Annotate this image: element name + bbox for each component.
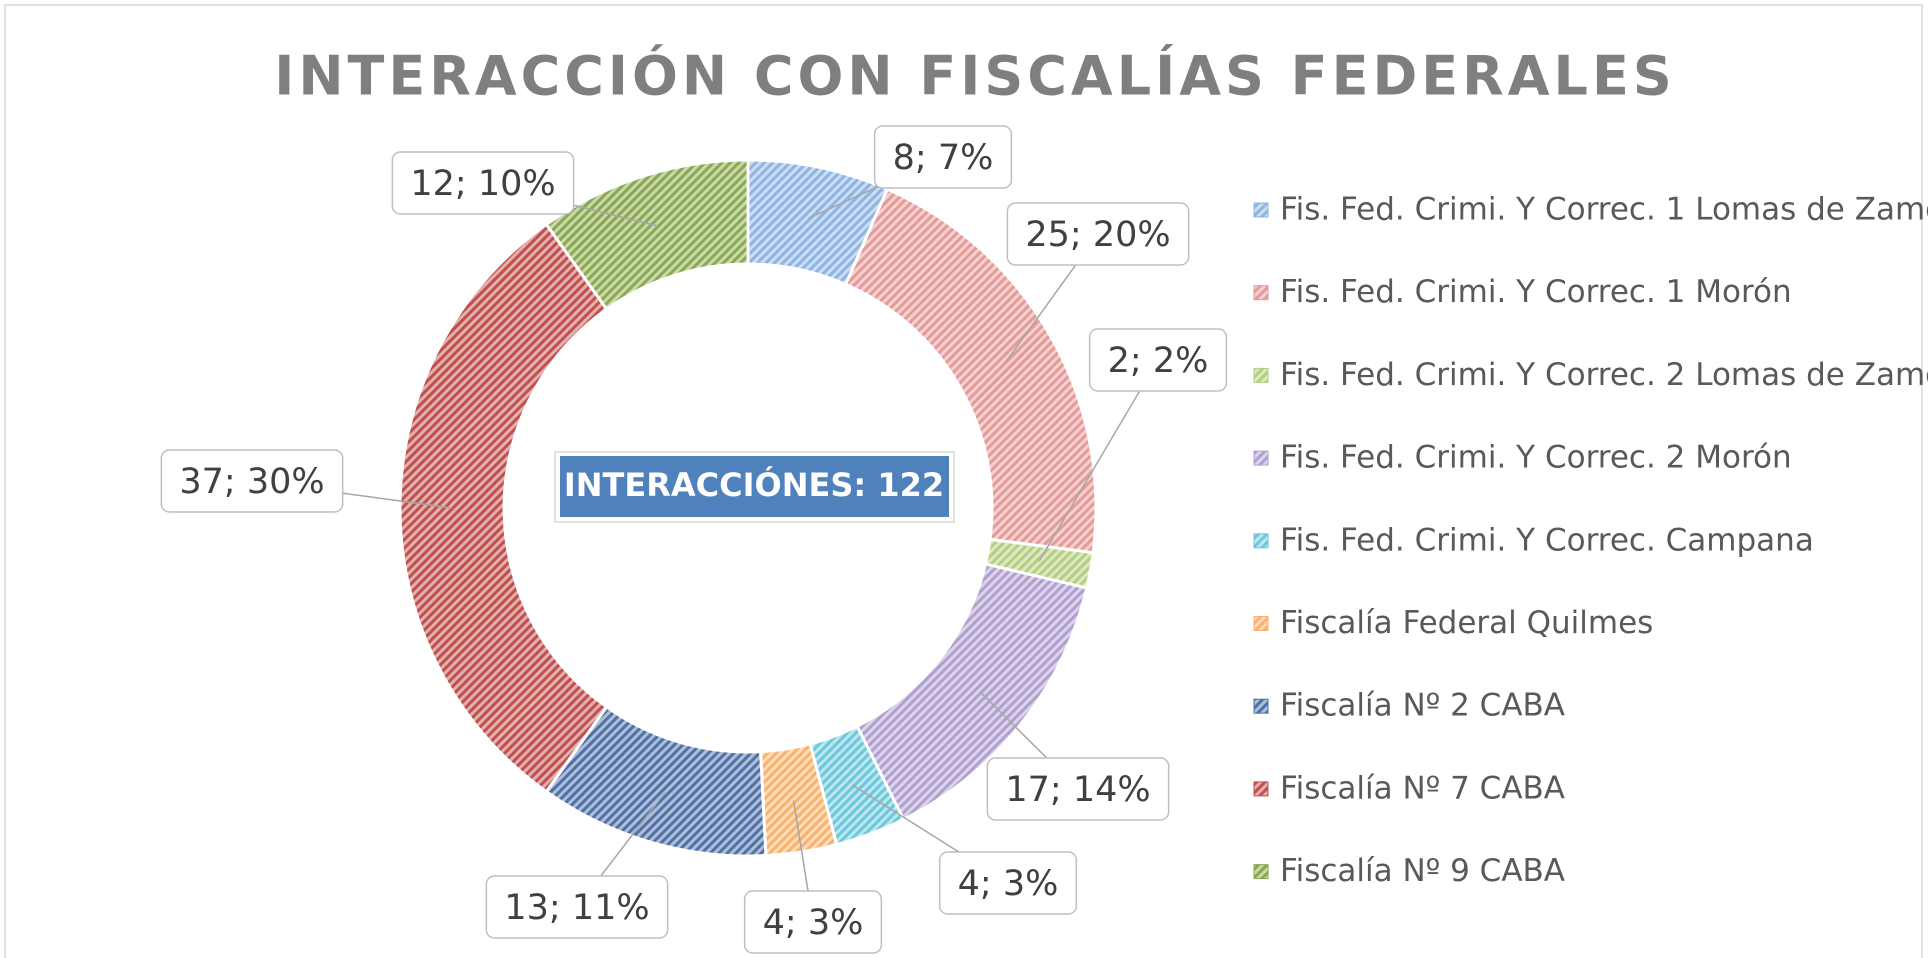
data-label: 2; 2% — [1108, 341, 1209, 381]
data-label: 13; 11% — [504, 888, 649, 928]
data-label-box — [1006, 202, 1190, 266]
donut-slice — [398, 222, 609, 794]
legend-label: Fis. Fed. Crimi. Y Correc. 2 Lomas de Za… — [1280, 357, 1928, 393]
chart-title: INTERACCIÓN CON FISCALÍAS FEDERALES — [274, 45, 1676, 108]
legend-swatch — [1253, 781, 1269, 797]
legend-swatch — [1253, 864, 1269, 880]
legend-label: Fiscalía Nº 7 CABA — [1280, 770, 1565, 806]
legend-swatch — [1253, 450, 1269, 466]
data-label: 8; 7% — [893, 138, 994, 178]
data-label: 17; 14% — [1005, 770, 1150, 810]
data-label: 37; 30% — [179, 462, 324, 502]
data-label: 12; 10% — [410, 164, 555, 204]
data-label-box — [938, 851, 1078, 915]
legend-swatch — [1253, 285, 1269, 301]
legend-label: Fis. Fed. Crimi. Y Correc. 2 Morón — [1280, 440, 1792, 476]
legend-label: Fis. Fed. Crimi. Y Correc. 1 Lomas de Za… — [1280, 192, 1928, 228]
data-label-box — [391, 151, 575, 215]
leader-line — [1038, 359, 1159, 562]
data-label-box — [485, 875, 669, 939]
donut-slice — [544, 158, 750, 312]
legend-label: Fiscalía Federal Quilmes — [1280, 605, 1653, 641]
data-label-box — [986, 757, 1170, 821]
data-label: 4; 3% — [763, 903, 864, 943]
legend-swatch — [1253, 698, 1269, 714]
legend-label: Fis. Fed. Crimi. Y Correc. 1 Morón — [1280, 274, 1792, 310]
legend-label: Fis. Fed. Crimi. Y Correc. Campana — [1280, 522, 1814, 558]
data-label: 25; 20% — [1025, 215, 1170, 255]
annotation: INTERACCIÓNES: 122 — [564, 465, 944, 504]
legend-swatch — [1253, 616, 1269, 631]
legend-label: Fiscalía Nº 2 CABA — [1280, 688, 1565, 724]
legend-label: Fiscalía Nº 9 CABA — [1280, 853, 1565, 889]
legend-swatch — [1253, 202, 1269, 218]
data-label-box — [160, 449, 344, 513]
legend-swatch — [1253, 367, 1269, 383]
data-label-box — [873, 125, 1013, 189]
data-label-box — [743, 890, 883, 954]
legend-swatch — [1253, 533, 1269, 549]
data-label: 4; 3% — [958, 864, 1059, 904]
annotation-box — [560, 456, 949, 517]
data-label-box — [1088, 328, 1228, 392]
